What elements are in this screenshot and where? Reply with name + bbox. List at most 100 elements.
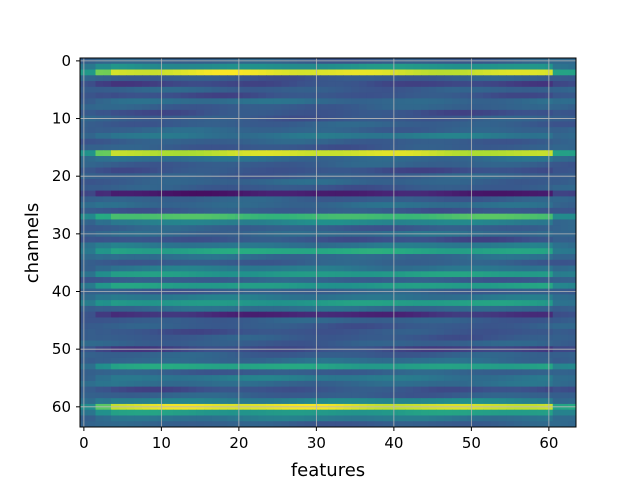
heatmap-cell	[250, 69, 259, 76]
heatmap-cell	[351, 259, 360, 267]
heatmap-cell	[459, 369, 468, 376]
heatmap-cell	[126, 236, 135, 243]
heatmap-cell	[87, 144, 96, 151]
heatmap-cell	[304, 265, 313, 272]
heatmap-cell	[436, 92, 445, 99]
heatmap-cell	[266, 380, 275, 388]
heatmap-cell	[328, 156, 337, 163]
heatmap-cell	[196, 415, 205, 422]
heatmap-cell	[281, 380, 290, 388]
heatmap-cell	[242, 144, 251, 151]
heatmap-cell	[173, 202, 182, 209]
heatmap-cell	[289, 132, 298, 140]
heatmap-cell	[490, 294, 499, 301]
heatmap-cell	[428, 421, 437, 428]
heatmap-cell	[281, 184, 290, 192]
heatmap-cell	[405, 161, 414, 169]
heatmap-cell	[111, 340, 120, 347]
heatmap-cell	[343, 236, 352, 243]
heatmap-cell	[568, 219, 577, 226]
heatmap-cell	[335, 409, 344, 416]
heatmap-cell	[436, 190, 445, 197]
heatmap-cell	[95, 392, 104, 399]
heatmap-cell	[351, 156, 360, 163]
heatmap-cell	[413, 161, 422, 169]
heatmap-cell	[204, 213, 213, 220]
heatmap-cell	[436, 150, 445, 157]
heatmap-cell	[204, 317, 213, 324]
heatmap-cell	[568, 305, 577, 313]
heatmap-cell	[405, 294, 414, 301]
heatmap-cell	[475, 242, 484, 249]
heatmap-cell	[359, 242, 368, 249]
heatmap-cell	[483, 184, 492, 192]
heatmap-cell	[211, 81, 220, 88]
heatmap-cell	[227, 75, 236, 82]
heatmap-cell	[87, 92, 96, 99]
heatmap-cell	[351, 75, 360, 82]
heatmap-cell	[366, 92, 375, 99]
heatmap-cell	[95, 386, 104, 393]
heatmap-cell	[382, 236, 391, 243]
heatmap-cell	[459, 109, 468, 117]
heatmap-cell	[560, 242, 569, 249]
heatmap-cell	[483, 363, 492, 370]
heatmap-cell	[266, 311, 275, 318]
heatmap-cell	[297, 311, 306, 318]
heatmap-cell	[165, 421, 174, 428]
heatmap-cell	[95, 236, 104, 243]
heatmap-cell	[281, 386, 290, 393]
heatmap-cell	[328, 121, 337, 128]
heatmap-cell	[529, 415, 538, 422]
heatmap-cell	[227, 190, 236, 197]
heatmap-cell	[304, 179, 313, 186]
heatmap-cell	[444, 271, 453, 278]
heatmap-cell	[366, 363, 375, 370]
heatmap-cell	[250, 132, 259, 140]
heatmap-cell	[359, 294, 368, 301]
heatmap-cell	[397, 334, 406, 342]
heatmap-cell	[552, 254, 561, 261]
heatmap-cell	[242, 311, 251, 318]
heatmap-cell	[359, 69, 368, 76]
heatmap-cell	[498, 236, 507, 243]
heatmap-cell	[297, 75, 306, 82]
heatmap-cell	[452, 190, 461, 197]
heatmap-cell	[149, 207, 158, 215]
heatmap-cell	[359, 386, 368, 393]
heatmap-cell	[475, 409, 484, 416]
heatmap-cell	[95, 380, 104, 388]
heatmap-cell	[204, 121, 213, 128]
heatmap-cell	[266, 334, 275, 342]
heatmap-cell	[366, 156, 375, 163]
heatmap-cell	[273, 196, 282, 203]
heatmap-cell	[142, 380, 151, 388]
heatmap-cell	[320, 225, 329, 232]
heatmap-cell	[374, 352, 383, 359]
heatmap-cell	[459, 340, 468, 347]
heatmap-cell	[188, 86, 197, 94]
heatmap-cell	[537, 109, 546, 117]
heatmap-cell	[568, 265, 577, 272]
heatmap-cell	[514, 225, 523, 232]
heatmap-cell	[196, 144, 205, 151]
heatmap-cell	[289, 109, 298, 117]
heatmap-cell	[250, 380, 259, 388]
heatmap-cell	[126, 352, 135, 359]
heatmap-cell	[242, 92, 251, 99]
heatmap-cell	[537, 375, 546, 382]
heatmap-cell	[134, 265, 143, 272]
heatmap-cell	[452, 305, 461, 313]
heatmap-cell	[405, 282, 414, 290]
heatmap-cell	[343, 219, 352, 226]
heatmap-cell	[428, 248, 437, 255]
heatmap-cell	[219, 409, 228, 416]
heatmap-cell	[289, 121, 298, 128]
heatmap-cell	[304, 81, 313, 88]
heatmap-cell	[281, 375, 290, 382]
heatmap-cell	[95, 415, 104, 422]
heatmap-cell	[552, 156, 561, 163]
heatmap-cell	[304, 219, 313, 226]
heatmap-cell	[452, 392, 461, 399]
heatmap-cell	[126, 305, 135, 313]
